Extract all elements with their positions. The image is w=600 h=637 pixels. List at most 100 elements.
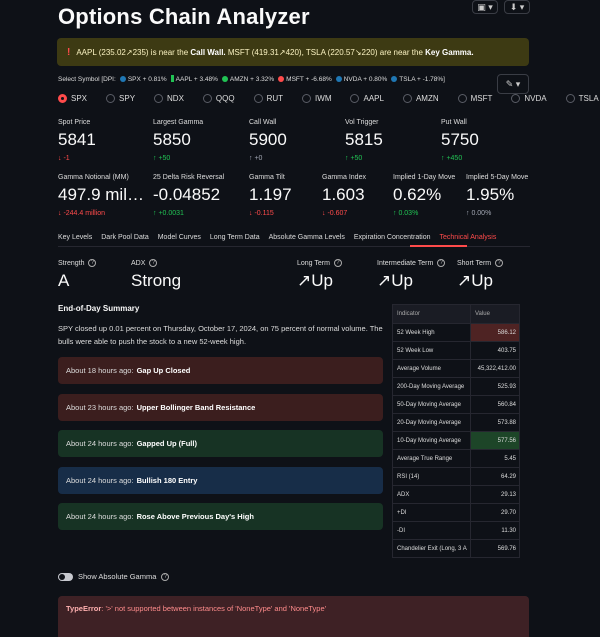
indicator-name: ADX xyxy=(393,486,471,503)
metric-value: 0.62% xyxy=(393,185,442,204)
column-header[interactable]: Value xyxy=(475,311,490,317)
radio-circle-icon[interactable] xyxy=(202,94,212,103)
radio-circle-icon[interactable] xyxy=(457,94,467,103)
toggle-switch[interactable] xyxy=(58,572,73,581)
error-message: : '>' not supported between instances of… xyxy=(101,604,327,613)
download-menu-button[interactable]: ⬇ ▾ xyxy=(504,0,530,14)
symbol-radio-rut[interactable]: RUT xyxy=(253,94,283,103)
metric-label: Vol Trigger xyxy=(345,119,379,126)
top-toolbar: ▣ ▾ ⬇ ▾ xyxy=(472,0,530,14)
tech-label-text: Long Term xyxy=(297,259,330,267)
table-row: +DI 29.70 xyxy=(393,503,519,521)
event-title: Gap Up Closed xyxy=(136,366,191,375)
indicator-value: 577.56 xyxy=(471,432,519,449)
indicator-value: 5.45 xyxy=(504,455,516,462)
radio-circle-icon[interactable] xyxy=(565,94,575,103)
event-time: About 24 hours ago: xyxy=(66,439,134,448)
tab-expiration-concentration[interactable]: Expiration Concentration xyxy=(353,234,431,241)
event-time: About 24 hours ago: xyxy=(66,475,134,485)
tech-value: ↗Up xyxy=(377,271,413,290)
table-row: ADX 29.13 xyxy=(393,485,519,503)
symbol-radio-aapl[interactable]: AAPL xyxy=(350,94,384,103)
near-level-alert: ! AAPL (235.02↗235) is near the Call Wal… xyxy=(57,38,529,66)
symbol-radio-iwm[interactable]: IWM xyxy=(302,94,331,103)
indicator-value: 403.75 xyxy=(497,347,516,354)
help-icon[interactable]: ? xyxy=(495,259,504,267)
dpi-marker-icon xyxy=(119,76,126,82)
event-item: About 24 hours ago: Bullish 180 Entry xyxy=(58,466,383,494)
tech-label-text: Intermediate Term xyxy=(377,259,434,267)
radio-circle-icon[interactable] xyxy=(154,94,164,103)
metric-delta: ↑ +50 xyxy=(153,155,171,162)
error-box: TypeError: '>' not supported between ins… xyxy=(58,596,529,637)
metric-delta: ↑ 0.03% xyxy=(393,210,419,217)
symbol-radio-msft[interactable]: MSFT xyxy=(457,94,492,103)
tech-label: Short Term? xyxy=(457,259,504,267)
indicator-name: 50-Day Moving Average xyxy=(393,396,471,413)
metric-put-wall: Put Wall 5750 ↑ +450 xyxy=(441,119,479,162)
dpi-item: AAPL + 3.48% xyxy=(170,75,218,83)
metric-value: 5850 xyxy=(153,130,191,149)
symbol-radio-nvda[interactable]: NVDA xyxy=(511,94,547,103)
alert-text: AAPL (235.02↗235) is near the Call Wall.… xyxy=(76,47,474,57)
metric-value: 497.9 mil… xyxy=(58,185,144,204)
radio-circle-icon[interactable] xyxy=(106,94,116,103)
toggle-label: Show Absolute Gamma xyxy=(78,572,157,581)
tab-long-term-data[interactable]: Long Term Data xyxy=(209,234,260,241)
metric-label: Gamma Tilt xyxy=(249,174,285,181)
column-header[interactable]: Indicator xyxy=(393,305,471,323)
symbol-radio-amzn[interactable]: AMZN xyxy=(402,94,439,103)
select-symbol-label: Select Symbol [DPI: SPX + 0.81% AAPL + 3.… xyxy=(58,75,449,83)
indicator-name: 52 Week High xyxy=(393,324,471,341)
radio-label: SPX xyxy=(71,94,88,103)
indicator-name: 20-Day Moving Average xyxy=(393,414,471,431)
radio-circle-icon[interactable] xyxy=(253,94,263,103)
tab-model-curves[interactable]: Model Curves xyxy=(157,234,201,241)
radio-circle-icon[interactable] xyxy=(350,94,360,103)
help-icon[interactable]: ? xyxy=(333,259,342,267)
event-title: Upper Bollinger Band Resistance xyxy=(136,402,256,412)
edit-symbols-button[interactable]: ✎ ▾ xyxy=(497,74,529,94)
metric-call-wall: Call Wall 5900 ↑ +0 xyxy=(249,119,287,162)
metric-label: Put Wall xyxy=(441,119,467,126)
layout-menu-button[interactable]: ▣ ▾ xyxy=(472,0,498,14)
tech-value: A xyxy=(58,271,70,290)
dpi-item: AMZN + 3.32% xyxy=(221,76,274,83)
radio-label: IWM xyxy=(315,94,332,103)
help-icon[interactable]: ? xyxy=(88,259,97,267)
radio-circle-icon[interactable] xyxy=(58,94,67,103)
metric-implied-5-day-move: Implied 5-Day Move 1.95% ↑ 0.00% xyxy=(466,174,528,217)
metric-delta: ↑ +0 xyxy=(249,155,263,162)
tab-dark-pool-data[interactable]: Dark Pool Data xyxy=(101,234,149,241)
indicator-table: Indicator Value 52 Week High 586.12 52 Week … xyxy=(392,304,520,558)
symbol-radio-qqq[interactable]: QQQ xyxy=(202,94,235,103)
event-title: Bullish 180 Entry xyxy=(136,475,198,485)
help-icon[interactable]: ? xyxy=(149,259,158,267)
tab-key-levels[interactable]: Key Levels xyxy=(58,234,93,241)
symbol-radio-spx[interactable]: SPX xyxy=(58,94,87,103)
indicator-name: Average Volume xyxy=(393,360,471,377)
table-row: Chandelier Exit (Long, 3 A 569.76 xyxy=(393,539,519,557)
help-icon[interactable]: ? xyxy=(437,259,446,267)
symbol-radio-ndx[interactable]: NDX xyxy=(154,94,184,103)
radio-circle-icon[interactable] xyxy=(511,94,521,103)
table-row: 20-Day Moving Average 573.88 xyxy=(393,413,519,431)
radio-circle-icon[interactable] xyxy=(402,94,412,103)
indicator-name: RSI (14) xyxy=(393,468,471,485)
radio-label: AMZN xyxy=(415,94,439,103)
radio-circle-icon[interactable] xyxy=(302,94,312,103)
tech-strength: Strength? A xyxy=(58,259,97,291)
symbol-radio-tsla[interactable]: TSLA xyxy=(565,94,599,103)
symbol-radio-spy[interactable]: SPY xyxy=(106,94,135,103)
metric-label: Implied 1-Day Move xyxy=(393,174,456,181)
table-row: 200-Day Moving Average 525.93 xyxy=(393,377,519,395)
indicator-name: +DI xyxy=(393,504,471,521)
tab-absolute-gamma-levels[interactable]: Absolute Gamma Levels xyxy=(268,234,345,241)
absolute-gamma-toggle[interactable]: Show Absolute Gamma ? xyxy=(58,572,170,581)
tech-label-text: ADX xyxy=(131,259,146,267)
metric-label: Gamma Notional (MM) xyxy=(58,174,129,181)
tab-technical-analysis[interactable]: Technical Analysis xyxy=(439,234,497,241)
help-icon[interactable]: ? xyxy=(161,572,170,581)
dpi-list: SPX + 0.81% AAPL + 3.48% AMZN + 3.32% MSFT … xyxy=(119,75,449,83)
metric-25-delta-risk-reversal: 25 Delta Risk Reversal -0.04852 ↑ +0.0031 xyxy=(153,174,224,217)
